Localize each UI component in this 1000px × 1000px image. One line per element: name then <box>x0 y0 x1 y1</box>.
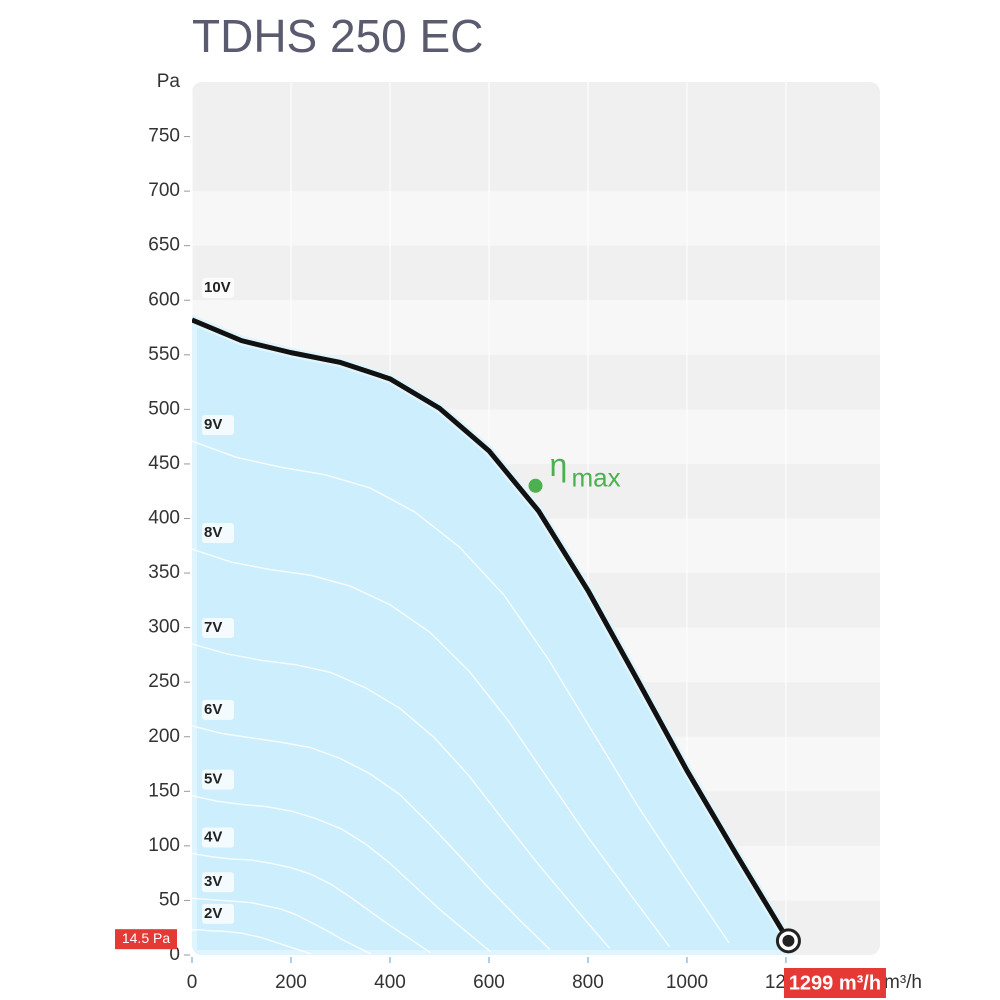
curve <box>192 725 551 951</box>
y-tick-label: 450 <box>148 453 180 474</box>
y-tick-label: 200 <box>148 726 180 747</box>
curve <box>192 794 491 953</box>
curve <box>192 317 791 943</box>
y-readout-bg <box>115 929 177 950</box>
x-tick-label: 0 <box>187 972 198 993</box>
x-tick-label: 600 <box>473 972 505 993</box>
x-axis-label: m³/h <box>884 972 922 993</box>
series-label: 10V <box>204 279 231 296</box>
y-tick-label: 350 <box>148 562 180 583</box>
series-label: 2V <box>204 905 222 922</box>
y-readout: 14.5 Pa <box>122 930 170 946</box>
x-tick-label: 1000 <box>666 972 708 993</box>
y-tick-label: 100 <box>148 835 180 856</box>
series-label-bg <box>202 415 234 436</box>
series-label-bg <box>202 523 234 544</box>
series-label: 8V <box>204 524 222 541</box>
grid-band <box>192 191 880 246</box>
x-readout: 1299 m³/h <box>789 972 881 994</box>
x-tick-label: 800 <box>572 972 604 993</box>
x-tick-label: 400 <box>374 972 406 993</box>
series-label-bg <box>202 699 234 720</box>
curve <box>192 643 611 949</box>
series-label: 3V <box>204 873 222 890</box>
eta-max-sub: max <box>572 463 621 493</box>
series-label: 9V <box>204 416 222 433</box>
grid-band <box>192 300 880 355</box>
y-tick-label: 500 <box>148 398 180 419</box>
series-label-bg <box>202 903 234 924</box>
y-tick-label: 650 <box>148 235 180 256</box>
curve <box>192 440 730 944</box>
eta-max-symbol: η <box>550 447 568 483</box>
y-tick-label: 550 <box>148 344 180 365</box>
series-label: 4V <box>204 828 222 845</box>
curve <box>192 897 372 955</box>
y-tick-label: 0 <box>169 944 180 965</box>
operating-point-core <box>782 934 795 947</box>
series-label-bg <box>202 277 234 298</box>
y-tick-label: 150 <box>148 780 180 801</box>
y-tick-label: 750 <box>148 126 180 147</box>
series-label: 5V <box>204 771 222 788</box>
plot-area <box>192 82 880 955</box>
y-tick-label: 600 <box>148 289 180 310</box>
x-tick-label: 200 <box>275 972 307 993</box>
y-tick-label: 400 <box>148 508 180 529</box>
curve <box>192 548 670 947</box>
y-axis-label: Pa <box>157 71 181 92</box>
curve <box>192 929 312 955</box>
eta-max-point <box>528 478 543 493</box>
series-label: 7V <box>204 619 222 636</box>
chart-title: TDHS 250 EC <box>192 10 483 62</box>
series-label: 6V <box>204 701 222 718</box>
y-tick-label: 700 <box>148 180 180 201</box>
y-tick-label: 300 <box>148 617 180 638</box>
x-readout-bg <box>783 968 886 998</box>
series-label-bg <box>202 617 234 638</box>
y-tick-label: 250 <box>148 671 180 692</box>
series-label-bg <box>202 872 234 893</box>
y-tick-label: 50 <box>159 889 180 910</box>
series-label-bg <box>202 827 234 848</box>
series-label-bg <box>202 769 234 790</box>
curve <box>192 852 431 954</box>
